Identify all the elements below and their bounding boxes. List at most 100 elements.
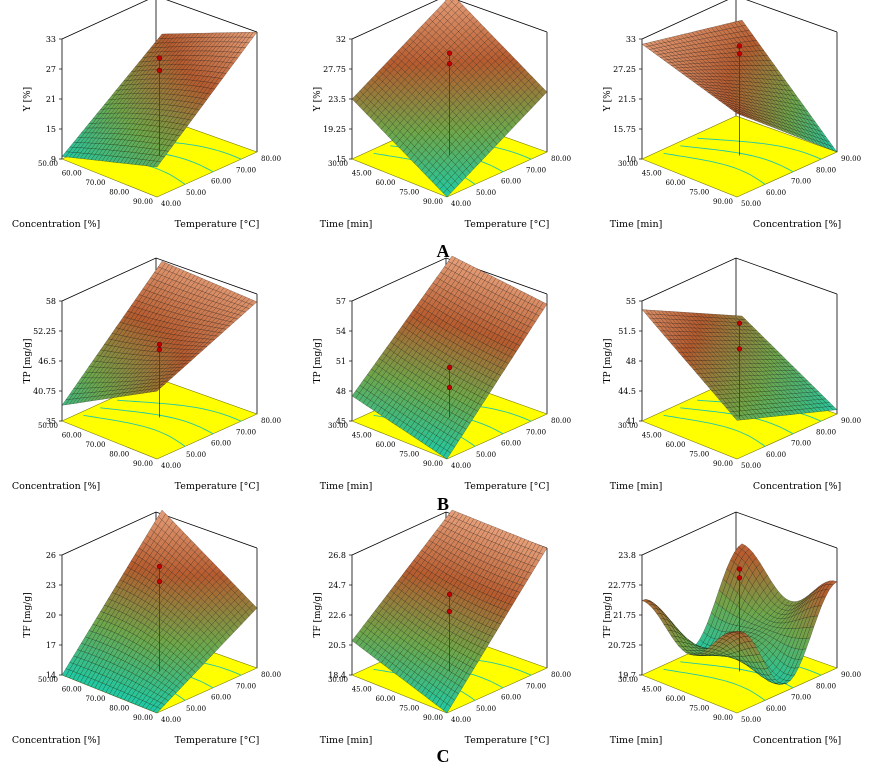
y-tick-label: 60.00 [211,178,231,186]
z-tick-label: 51.5 [618,327,636,336]
z-tick-label: 15.75 [613,125,636,134]
y-tick-label: 80.00 [261,671,281,679]
design-point-marker [156,341,163,348]
x-tick-label: 90.00 [133,714,153,722]
x-tick-label: 30.00 [618,160,638,168]
z-tick-label: 15 [46,125,56,134]
y-tick-label: 70.00 [236,166,256,174]
x-tick-label: 60.00 [62,432,82,440]
x-tick-label: 90.00 [423,198,443,206]
y-tick-label: 50.00 [476,451,496,459]
z-tick-label: 52.25 [33,327,56,336]
y-tick-label: 40.00 [451,462,471,470]
design-point-marker [446,61,453,67]
y-tick-label: 80.00 [816,428,836,436]
x-tick-label: 70.00 [85,695,105,703]
response-axis-label: TP [mg/g] [313,338,323,383]
x-tick-label: 75.00 [689,451,709,459]
y-tick-label: 60.00 [211,694,231,702]
y-tick-label: 90.00 [841,417,861,425]
design-point-marker [446,50,453,56]
y-axis-title: Temperature [°C] [465,481,550,492]
x-tick-label: 75.00 [399,189,419,197]
response-axis-label: TP [mg/g] [603,338,613,383]
y-tick-label: 60.00 [501,440,521,448]
y-tick-label: 70.00 [236,682,256,690]
z-tick-label: 19.25 [323,125,346,134]
x-tick-label: 80.00 [109,705,129,713]
design-point-marker [446,364,453,371]
x-tick-label: 90.00 [423,460,443,468]
y-tick-label: 50.00 [186,705,206,713]
response-axis-label: Y [%] [313,87,323,112]
z-tick-label: 27.25 [613,65,636,74]
x-tick-label: 90.00 [713,460,733,468]
z-tick-label: 27.75 [323,65,346,74]
x-tick-label: 70.00 [85,441,105,449]
x-axis-title: Time [min] [320,219,373,230]
x-tick-label: 60.00 [665,179,685,187]
z-tick-label: 23.5 [328,95,346,104]
y-tick-label: 80.00 [551,417,571,425]
y-tick-label: 70.00 [791,440,811,448]
response-surface [351,0,548,198]
design-point-marker [156,67,163,74]
y-tick-label: 70.00 [236,428,256,436]
x-tick-label: 45.00 [352,432,372,440]
y-tick-label: 80.00 [816,166,836,174]
response-surface [61,31,258,168]
x-tick-label: 30.00 [328,160,348,168]
z-tick-label: 27 [46,65,56,74]
y-tick-label: 60.00 [501,178,521,186]
z-tick-label: 48 [336,387,346,396]
design-point-marker [446,384,453,391]
x-axis-title: Time [min] [610,481,663,492]
x-tick-label: 45.00 [642,432,662,440]
design-point-marker [736,51,743,57]
x-tick-label: 75.00 [689,189,709,197]
x-tick-label: 50.00 [38,160,58,168]
design-point-marker [156,578,163,585]
z-tick-label: 58 [46,297,56,306]
x-tick-label: 50.00 [38,676,58,684]
z-tick-label: 57 [336,297,346,306]
x-tick-label: 60.00 [375,179,395,187]
x-tick-label: 45.00 [642,170,662,178]
x-tick-label: 60.00 [665,441,685,449]
y-tick-label: 50.00 [476,189,496,197]
z-tick-label: 20 [46,611,56,620]
axis-top-edge [351,0,548,40]
x-tick-label: 90.00 [133,460,153,468]
y-tick-label: 50.00 [741,462,761,470]
y-tick-label: 60.00 [766,451,786,459]
z-tick-label: 23 [46,581,56,590]
x-tick-label: 60.00 [62,686,82,694]
y-tick-label: 70.00 [526,166,546,174]
y-tick-label: 50.00 [186,451,206,459]
z-tick-label: 33 [46,35,56,44]
z-tick-label: 17 [46,641,56,650]
z-tick-label: 44.5 [618,387,636,396]
z-tick-label: 33 [626,35,636,44]
y-axis-title: Temperature [°C] [175,735,260,746]
x-tick-label: 30.00 [618,422,638,430]
response-axis-label: Y [%] [603,87,613,112]
y-tick-label: 70.00 [791,178,811,186]
x-tick-label: 30.00 [328,422,348,430]
y-tick-label: 60.00 [766,189,786,197]
design-point-marker [736,320,743,326]
x-tick-label: 90.00 [133,198,153,206]
z-tick-label: 32 [336,35,346,44]
y-tick-label: 80.00 [261,155,281,163]
x-tick-label: 80.00 [109,451,129,459]
design-point-marker [156,347,163,353]
y-axis-title: Temperature [°C] [175,481,260,492]
response-axis-label: Y [%] [23,87,33,112]
surface-cell [449,0,454,2]
